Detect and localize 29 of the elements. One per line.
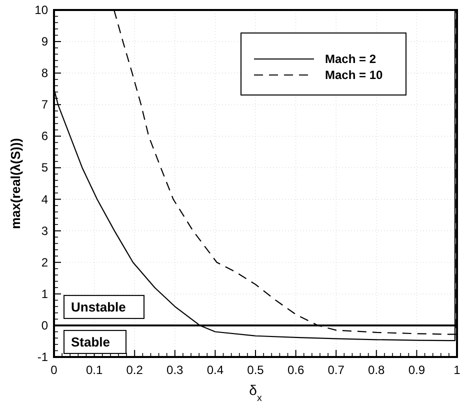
y-tick-label: 6 — [41, 129, 48, 144]
x-tick-label: 0.1 — [86, 363, 103, 377]
x-tick-label: 0.5 — [247, 363, 264, 377]
x-tick-label: 0.3 — [166, 363, 184, 377]
x-axis-title: δ$_{x}$ — [249, 382, 262, 404]
y-tick-label: -1 — [37, 350, 48, 364]
y-tick-label: 7 — [41, 98, 48, 112]
y-tick-label: 4 — [41, 192, 48, 206]
y-axis-title: max(real(λ(S))) — [8, 138, 23, 230]
y-tick-label: 2 — [41, 255, 48, 270]
annotation: Stable — [71, 334, 110, 350]
y-tick-label: 5 — [41, 160, 48, 175]
y-tick-label: 9 — [41, 34, 48, 49]
y-tick-label: 10 — [34, 3, 48, 17]
y-tick-label: 8 — [41, 66, 48, 80]
annotation: Unstable — [71, 299, 126, 314]
x-tick-label: 0.7 — [328, 363, 345, 377]
y-tick-label: 1 — [41, 286, 48, 301]
x-tick-label: 0 — [50, 363, 58, 377]
legend-label: Mach = 2 — [325, 52, 376, 66]
x-tick-label: 0.4 — [206, 363, 224, 377]
x-tick-label: 0.8 — [368, 363, 386, 377]
x-tick-label: 0.2 — [126, 363, 144, 377]
x-tick-label: 0.9 — [408, 363, 426, 377]
x-tick-label: 1 — [454, 363, 460, 377]
y-tick-label: 3 — [41, 224, 48, 238]
x-tick-label: 0.6 — [287, 363, 304, 377]
legend-label: Mach = 10 — [325, 68, 384, 82]
y-tick-label: 0 — [41, 318, 48, 332]
